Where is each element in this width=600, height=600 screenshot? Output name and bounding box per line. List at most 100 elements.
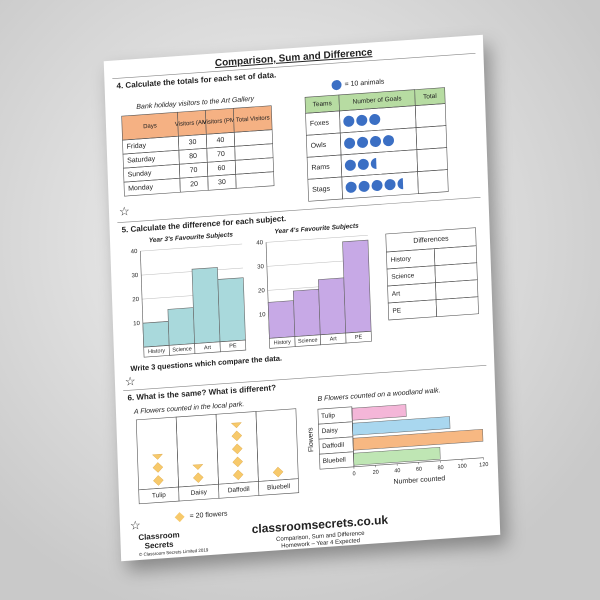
cell-text: 60 (217, 165, 225, 173)
bar (353, 446, 441, 466)
y-tick-label: 20 (132, 297, 140, 304)
header-text: Days (143, 123, 157, 130)
y-tick-label: 40 (131, 249, 139, 256)
key-symbol (174, 512, 185, 523)
symbol (230, 422, 242, 429)
cell-text: 70 (190, 167, 198, 175)
symbol (193, 472, 204, 483)
symbol (151, 453, 163, 460)
bar (292, 288, 321, 337)
cell-text: 30 (218, 179, 226, 187)
symbol (369, 113, 381, 126)
x-tick-label: Daisy (191, 489, 208, 497)
cell-text: Saturday (127, 156, 156, 165)
row-label: Owls (311, 142, 327, 150)
key-symbol (331, 80, 342, 91)
bar (191, 267, 221, 344)
category-box (219, 339, 247, 353)
symbol (343, 115, 355, 127)
pictogram-row (344, 157, 377, 171)
x-tick-label: History (274, 339, 292, 346)
x-tick-label: 100 (458, 463, 467, 470)
cell (235, 171, 275, 189)
pictogram-row (343, 113, 381, 127)
question: 6. What is the same? What is different? (127, 383, 276, 402)
x-tick-label: Bluebell (267, 483, 291, 492)
header-text: Number of Goals (352, 95, 402, 105)
x-tick-label: Science (172, 346, 192, 353)
header-text: Teams (313, 100, 333, 108)
star: ☆ (130, 518, 141, 533)
worksheet: Comparison, Sum and Difference 4. Calcula… (103, 34, 501, 562)
y-tick-label: Daisy (322, 427, 339, 435)
axis (351, 406, 355, 467)
cell (433, 245, 478, 266)
x-tick-label: 40 (394, 468, 400, 474)
logo: Classroom (138, 530, 180, 542)
x-tick-label: 20 (373, 470, 379, 476)
header-text: Visitors (AM) (175, 120, 209, 128)
symbol-part (370, 157, 377, 169)
symbol (152, 462, 164, 473)
bar (142, 321, 170, 348)
cell (417, 169, 449, 194)
x-tick-label: PE (355, 334, 363, 341)
header-text: Total (423, 93, 437, 101)
x-tick-label: PE (229, 343, 237, 350)
copyright: © Classroom Secrets Limited 2019 (139, 546, 209, 557)
symbol (371, 179, 383, 192)
cell (416, 147, 448, 172)
symbol (232, 456, 243, 468)
symbol (153, 475, 164, 486)
symbol (384, 179, 396, 191)
axis (353, 457, 484, 468)
question: 5. Calculate the difference for each sub… (121, 214, 286, 235)
header-text: Total Visitors (236, 115, 270, 123)
x-tick-label: 60 (416, 466, 422, 472)
cell (434, 262, 478, 283)
logo: Secrets (145, 540, 175, 551)
bar (167, 307, 195, 346)
key-text: = 20 flowers (190, 511, 229, 521)
x-tick-label: Art (204, 345, 212, 352)
symbol (344, 137, 356, 149)
symbol (383, 135, 394, 147)
x-tick-label: Tulip (152, 492, 166, 500)
x-tick-label: Science (298, 337, 318, 344)
row-label: Art (392, 290, 401, 298)
symbol (344, 159, 356, 171)
symbol (231, 430, 243, 442)
cell (415, 125, 448, 150)
symbol-part (397, 178, 404, 190)
cell-text: Sunday (128, 170, 152, 179)
header-text: Differences (413, 235, 449, 244)
bar (318, 277, 347, 336)
header-text: Visitors (PM) (203, 118, 237, 126)
symbol (358, 180, 370, 192)
cell-text: 20 (190, 181, 198, 189)
y-tick-label: 20 (258, 288, 266, 295)
pictogram-column (192, 464, 204, 483)
symbol (357, 158, 369, 170)
bar (267, 300, 296, 339)
cell-text: Friday (127, 142, 147, 150)
row-label: PE (392, 307, 402, 315)
category-box (345, 330, 372, 344)
cell-text: Monday (128, 184, 154, 193)
row-label: Science (391, 272, 415, 281)
pictogram-column (272, 466, 284, 478)
footer-text: Homework – Year 4 Expected (281, 538, 360, 550)
y-tick-label: Tulip (321, 412, 335, 420)
bar (342, 239, 372, 334)
cell-text: 80 (189, 153, 197, 161)
grid-line (266, 235, 368, 243)
cell (435, 296, 479, 317)
cell-text: 30 (189, 139, 197, 147)
x-tick-label: 80 (437, 465, 443, 471)
x-tick-label: History (148, 348, 166, 355)
y-tick-label: 30 (257, 264, 265, 271)
star: ☆ (119, 204, 130, 219)
row-label: Foxes (310, 120, 330, 128)
bar (351, 404, 407, 421)
